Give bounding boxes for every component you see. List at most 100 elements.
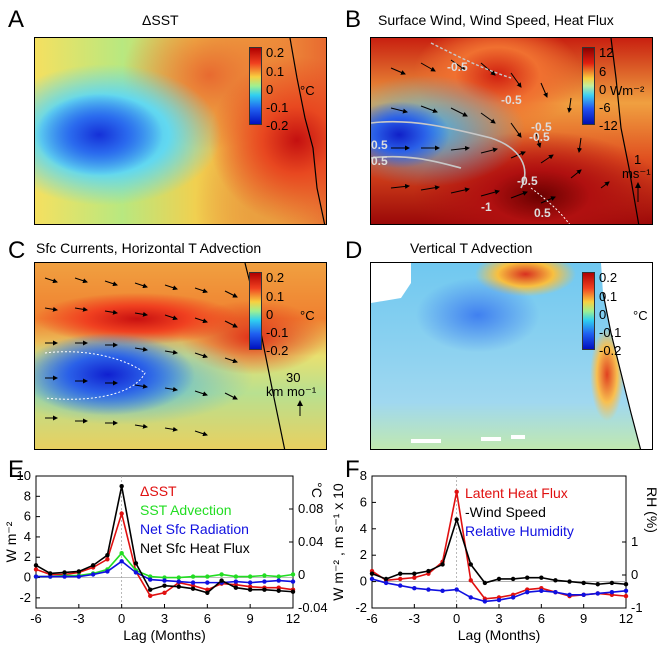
- y2-tick-label: 0.08: [298, 501, 323, 516]
- data-point: [398, 576, 403, 582]
- data-point: [262, 573, 267, 578]
- legend-entry: Relative Humidity: [465, 523, 574, 539]
- y-tick-label: 2: [360, 547, 367, 562]
- data-point: [454, 587, 459, 592]
- y-axis-label: W m⁻²: [3, 521, 19, 562]
- data-point: [162, 583, 167, 588]
- x-tick-label: 9: [247, 611, 254, 626]
- x-tick-label: 0: [118, 611, 125, 626]
- data-point: [525, 575, 530, 580]
- data-point: [525, 589, 530, 595]
- contour-label: 0.5: [371, 154, 388, 168]
- data-point: [468, 595, 473, 600]
- vector-scale-b-arrow: [635, 182, 641, 202]
- data-point: [219, 578, 224, 583]
- panel-letter-d: D: [345, 237, 363, 264]
- data-point: [609, 580, 615, 586]
- data-point: [567, 592, 572, 597]
- contour-label: 0.5: [534, 206, 551, 220]
- panel-a-map: [34, 37, 327, 225]
- data-point: [190, 574, 196, 579]
- data-point: [148, 577, 153, 582]
- data-point: [482, 599, 488, 604]
- colorbar-a-tick: 0: [266, 82, 274, 97]
- vector-scale-b-value: 1: [634, 152, 642, 167]
- data-point: [595, 582, 600, 587]
- vector-scale-c-unit: km mo⁻¹: [266, 384, 317, 399]
- contour-label: -0.5: [517, 174, 538, 188]
- data-point: [162, 575, 167, 580]
- series-line: [36, 551, 294, 579]
- legend-entry: Net Sfc Heat Flux: [140, 540, 250, 556]
- contour-label: 0.5: [371, 138, 388, 152]
- colorbar-d-tick: -0.2: [599, 343, 622, 358]
- data-point: [48, 574, 53, 579]
- data-point: [247, 584, 253, 589]
- data-point: [219, 572, 224, 577]
- x-tick-label: 3: [161, 611, 168, 626]
- x-tick-label: 12: [286, 611, 300, 626]
- colorbar-c-tick: 0.2: [266, 270, 285, 285]
- data-point: [90, 572, 96, 577]
- colorbar-a: [249, 47, 262, 125]
- x-tick-label: -6: [366, 611, 378, 626]
- data-point: [119, 559, 124, 564]
- y-tick-label: 0: [24, 570, 31, 585]
- data-point: [383, 576, 389, 582]
- data-point: [119, 550, 124, 556]
- colorbar-d-tick: 0.1: [599, 289, 618, 304]
- panel-letter-c: C: [8, 237, 26, 264]
- panel-letter-f: F: [345, 456, 360, 483]
- current-vectors-c: [44, 263, 286, 449]
- data-point: [369, 576, 375, 582]
- data-point: [33, 574, 39, 579]
- data-point: [233, 585, 239, 590]
- colorbar-a-tick: -0.2: [266, 118, 289, 133]
- panel-b-title: Surface Wind, Wind Speed, Heat Flux: [378, 12, 614, 28]
- x-tick-label: 9: [580, 611, 587, 626]
- colorbar-d-tick: -0.1: [599, 325, 622, 340]
- colorbar-b-tick: -6: [599, 100, 611, 115]
- y-tick-label: 4: [24, 529, 31, 544]
- contour-label: -0.5: [447, 60, 468, 74]
- colorbar-b-tick: 0: [599, 82, 607, 97]
- data-point: [290, 579, 296, 584]
- data-point: [262, 587, 267, 592]
- x-tick-label: -3: [409, 611, 421, 626]
- data-point: [119, 483, 124, 489]
- data-point: [496, 576, 502, 582]
- data-point: [205, 580, 210, 585]
- data-point: [567, 579, 572, 584]
- data-point: [176, 579, 181, 584]
- colorbar-c-tick: 0: [266, 307, 274, 322]
- data-point: [105, 553, 110, 558]
- data-point: [33, 563, 39, 568]
- panel-d-title: Vertical T Advection: [410, 240, 533, 256]
- colorbar-b-unit: Wm⁻²: [610, 83, 645, 98]
- y-axis-label: W m⁻² , m s⁻¹ x 10: [330, 483, 346, 601]
- contour-label: -0.5: [531, 120, 552, 134]
- data-point: [623, 588, 629, 594]
- contour-label: -0.5: [501, 93, 522, 107]
- x-tick-label: -3: [73, 611, 85, 626]
- panel-c-map: [34, 262, 327, 450]
- colorbar-d: [582, 272, 595, 350]
- data-point: [133, 561, 139, 566]
- colorbar-b-tick: 6: [599, 64, 607, 79]
- x-tick-label: 3: [495, 611, 502, 626]
- data-point: [412, 571, 417, 576]
- data-point: [205, 590, 210, 595]
- data-point: [482, 580, 488, 586]
- y-tick-label: 6: [360, 494, 367, 509]
- data-point: [609, 589, 615, 595]
- y-tick-label: 8: [24, 488, 31, 503]
- data-point: [133, 570, 139, 575]
- data-point: [383, 580, 389, 586]
- panel-b-map: -0.5 -0.5 -0.5 0.5 0.5 -0.5 -0.5 0.5 -1: [370, 37, 653, 225]
- data-point: [398, 571, 403, 576]
- legend-entry: Net Sfc Radiation: [140, 521, 249, 537]
- data-point: [290, 572, 296, 577]
- colorbar-c-tick: -0.1: [266, 325, 289, 340]
- legend-entry: SST Advection: [140, 502, 232, 518]
- data-point: [623, 582, 629, 587]
